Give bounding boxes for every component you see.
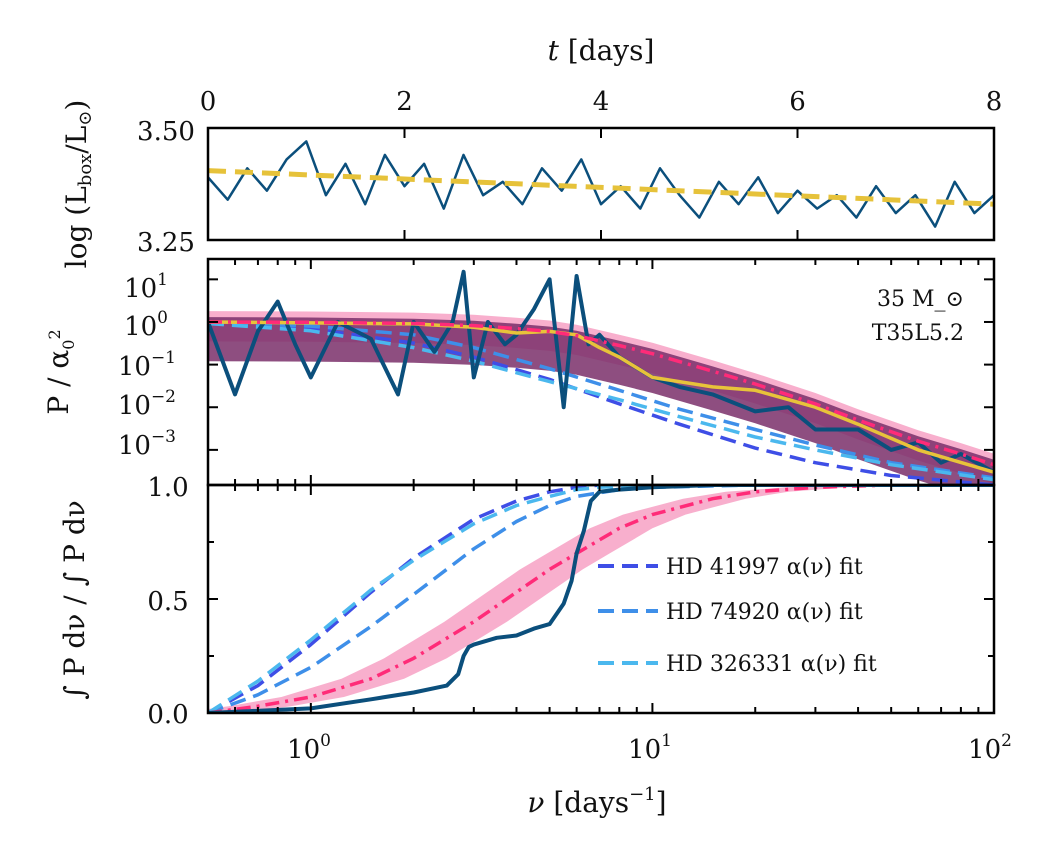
- cumulative-plot-area: [208, 485, 994, 713]
- cumulative-model-band: [208, 485, 994, 713]
- light-curve-series-trend: [208, 168, 994, 207]
- power-spectrum-panel: 35 M_⊙ T35L5.2 101 100 10−1 10−2 10−3 P …: [42, 257, 996, 487]
- ytick-1e-1: 10−1: [118, 348, 176, 382]
- power-spectrum-ylabel: P / α02: [42, 329, 78, 414]
- power-spectrum-series-model: [208, 320, 994, 467]
- ytick-3.50: 3.50: [137, 117, 195, 147]
- ytick-1e-2: 10−2: [118, 387, 176, 421]
- light-curve-xtick-label-2: 2: [396, 87, 413, 117]
- light-curve-plot-area: [208, 140, 994, 228]
- power-spectrum-series-spectrum: [208, 269, 994, 474]
- cumulative-panel: 1.0 0.5 0.0 100 101 102 ν [days−1] ∫ P d…: [58, 473, 1012, 819]
- annotation-mass: 35 M_⊙: [877, 287, 964, 312]
- ytick-0.0: 0.0: [147, 700, 188, 730]
- cumulative-ticks: [207, 484, 995, 714]
- legend-label-hd326331: HD 326331 α(ν) fit: [666, 652, 877, 677]
- light-curve-xlabel: t [days]: [548, 34, 655, 67]
- cumulative-series-model: [208, 485, 994, 713]
- cumulative-series-hd-41997-fit: [208, 485, 994, 713]
- light-curve-xtick-label-0: 0: [200, 87, 217, 117]
- xtick-1e2: 102: [968, 731, 1012, 765]
- ytick-0.5: 0.5: [147, 587, 188, 617]
- light-curve-xtick-label-8: 8: [986, 87, 1003, 117]
- svg-text:∫ P dν / ∫ P dν: ∫ P dν / ∫ P dν: [58, 500, 91, 700]
- ytick-1e0: 100: [124, 308, 168, 342]
- cumulative-xlabel: ν [days−1]: [527, 784, 666, 819]
- cumulative-ylabel: ∫ P dν / ∫ P dν: [58, 500, 91, 700]
- xtick-1e1: 101: [628, 731, 672, 765]
- light-curve-xtick-label-6: 6: [789, 87, 806, 117]
- cumulative-series-hd-74920-fit: [208, 485, 994, 713]
- light-curve-panel: t [days] 3.50 3.25 log (Lbox/L⊙): [60, 34, 996, 269]
- svg-text:log (Lbox/L⊙): log (Lbox/L⊙): [60, 100, 96, 269]
- cumulative-series-hd-326331-fit: [208, 485, 994, 713]
- xtick-1e0: 100: [287, 731, 331, 765]
- light-curve-xticklabels: 0 2 4 6 8: [200, 87, 1003, 117]
- legend-label-hd74920: HD 74920 α(ν) fit: [666, 600, 863, 625]
- light-curve-xtick-label-4: 4: [593, 87, 610, 117]
- power-spectrum-series-hd-74920-fit: [208, 321, 994, 480]
- power-spectrum-series-hd-41997-fit: [208, 321, 994, 485]
- ytick-1e-3: 10−3: [118, 427, 176, 461]
- light-curve-ticks: [207, 128, 995, 240]
- light-curve-frame: [206, 126, 996, 242]
- cumulative-series-simulation: [208, 485, 994, 713]
- svg-text:P / α02: P / α02: [42, 329, 78, 414]
- ytick-1e1: 101: [124, 270, 168, 304]
- light-curve-ylabel: log (Lbox/L⊙): [60, 100, 96, 269]
- ytick-3.25: 3.25: [137, 228, 195, 258]
- light-curve-series-l-box: [208, 140, 994, 228]
- power-spectrum-series-hd-326331-fit: [208, 321, 994, 482]
- legend-label-hd41997: HD 41997 α(ν) fit: [666, 555, 863, 580]
- legend: HD 41997 α(ν) fit HD 74920 α(ν) fit HD 3…: [598, 555, 877, 677]
- power-spectrum-ticks: [207, 259, 995, 485]
- ytick-1.0: 1.0: [147, 473, 188, 503]
- power-spectrum-plot-area: [208, 269, 994, 485]
- annotation-model: T35L5.2: [872, 321, 964, 346]
- cumulative-frame: [206, 483, 996, 715]
